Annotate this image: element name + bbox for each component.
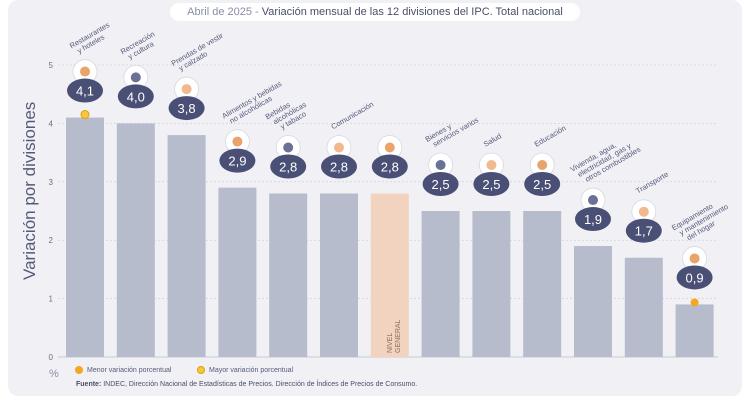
value-label-5: 2,8	[330, 159, 348, 174]
value-bubble-9	[524, 172, 561, 196]
value-label-6: 2,8	[381, 159, 399, 174]
category-label-2: Prendas de vestiry calzado	[170, 31, 229, 75]
category-label-10: Vivienda, agua,electricidad, gas yotros …	[569, 131, 643, 188]
bar-3	[218, 187, 257, 357]
value-bubble-3	[219, 148, 256, 173]
value-label-11: 1,7	[635, 224, 653, 239]
chart-title-date: Abril de 2025 -	[187, 6, 259, 18]
bar-0	[66, 117, 104, 357]
value-bubble-10	[575, 207, 611, 232]
legend-max: Mayor variación porcentual	[197, 366, 293, 374]
category-label-12: Equipamientoy mantenimientodel hogar	[670, 195, 734, 246]
value-label-10: 1,9	[584, 212, 602, 227]
value-bubble-5	[321, 154, 357, 179]
division-icon-glyph-10	[588, 195, 598, 206]
category-label-1: Recreacióny cultura	[119, 29, 160, 63]
bar-7	[421, 211, 460, 357]
legend-min: Menor variación porcentual	[75, 366, 171, 374]
value-bubble-1	[117, 84, 154, 109]
legend-min-dot	[75, 366, 83, 374]
chart-title: Abril de 2025 - Variación mensual de las…	[170, 3, 580, 21]
value-label-8: 2,5	[482, 177, 500, 192]
value-bubble-8	[473, 172, 510, 196]
value-bubble-2	[168, 96, 205, 121]
value-label-2: 3,8	[178, 101, 196, 116]
chart-title-main: Variación mensual de las 12 divisiones d…	[261, 6, 563, 18]
value-bubble-0	[67, 78, 103, 103]
bar-11	[624, 257, 663, 357]
division-icon-glyph-11	[638, 206, 649, 217]
division-icon-glyph-1	[130, 72, 141, 83]
value-bubble-11	[625, 218, 662, 243]
y-tick-label-5: 5	[49, 61, 54, 70]
value-label-9: 2,5	[533, 177, 551, 192]
max-marker	[80, 110, 90, 120]
bar-5	[320, 193, 358, 357]
bar-2	[167, 135, 206, 357]
category-label-11: Transporte	[634, 170, 670, 196]
y-tick-label-1: 1	[49, 295, 54, 304]
category-label-9: Educación	[533, 123, 568, 148]
bar-10	[574, 246, 612, 357]
division-icon-glyph-2	[181, 84, 192, 95]
bar-8	[472, 211, 511, 357]
category-label-5: Comunicación	[330, 100, 376, 132]
y-tick-label-0: 0	[49, 353, 54, 362]
category-label-8: Salud	[482, 131, 503, 148]
y-tick-label-2: 2	[49, 236, 54, 245]
division-icon-glyph-3	[232, 136, 243, 147]
category-label-0: Restaurantesy hoteles	[68, 20, 115, 57]
legend-max-label: Mayor variación porcentual	[209, 366, 294, 374]
value-label-1: 4,0	[127, 89, 145, 104]
y-tick-label-4: 4	[49, 119, 54, 128]
division-icon-glyph-0	[80, 66, 90, 77]
value-bubble-4	[270, 154, 307, 179]
division-icon-glyph-4	[283, 142, 294, 153]
value-label-7: 2,5	[432, 177, 450, 192]
bar-6	[370, 193, 409, 357]
source-label: Fuente:	[76, 381, 102, 388]
division-icon-glyph-8	[486, 160, 497, 170]
division-icon-glyph-9	[537, 160, 548, 170]
value-bubble-12	[676, 265, 713, 290]
value-label-3: 2,9	[228, 154, 246, 169]
value-label-12: 0,9	[686, 270, 704, 285]
division-icon-glyph-7	[435, 160, 446, 170]
value-bubble-6	[371, 154, 408, 179]
value-bubble-7	[422, 172, 459, 196]
bar-1	[116, 123, 155, 358]
highlight-bar-label: NIVELGENERAL	[387, 319, 402, 353]
source-text: INDEC, Dirección Nacional de Estadística…	[103, 381, 418, 388]
bar-4	[269, 193, 308, 357]
source-note: Fuente: INDEC, Dirección Nacional de Est…	[76, 381, 417, 388]
value-label-0: 4,1	[76, 84, 94, 99]
division-icon-glyph-6	[384, 142, 395, 153]
legend-max-dot	[197, 366, 205, 374]
division-icon-glyph-5	[334, 142, 344, 153]
legend-min-label: Menor variación porcentual	[87, 366, 172, 374]
value-label-4: 2,8	[279, 159, 297, 174]
bar-9	[523, 211, 562, 357]
y-axis-unit: %	[49, 368, 59, 380]
bar-12	[675, 304, 714, 357]
category-label-7: Bienes yservicios varios	[424, 108, 481, 150]
min-marker	[690, 298, 699, 307]
y-tick-label-3: 3	[49, 178, 54, 187]
division-icon-glyph-12	[689, 253, 700, 264]
